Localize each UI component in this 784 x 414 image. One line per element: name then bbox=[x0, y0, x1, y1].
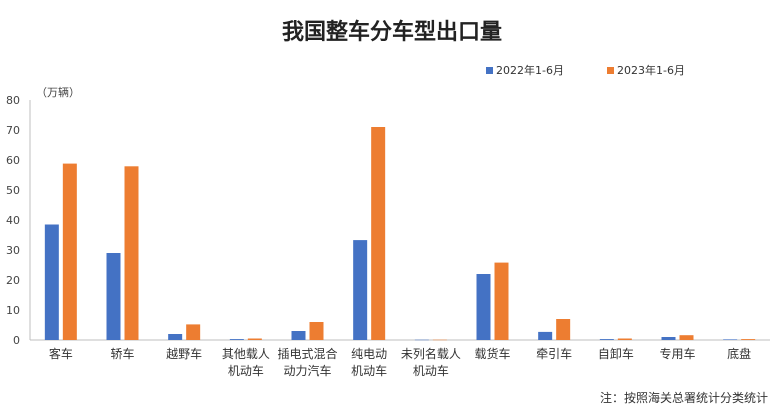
bar-2022-6 bbox=[414, 339, 429, 341]
y-tick-label: 40 bbox=[6, 214, 20, 227]
x-category-label: 自卸车 bbox=[598, 346, 634, 361]
y-tick-label: 30 bbox=[6, 244, 20, 257]
x-category-label: 机动车 bbox=[413, 363, 449, 378]
bar-2023-0 bbox=[62, 163, 77, 340]
chart-title: 我国整车分车型出口量 bbox=[281, 19, 502, 45]
legend-label-1: 2023年1-6月 bbox=[617, 63, 685, 77]
bar-2023-5 bbox=[371, 127, 386, 340]
y-axis-unit-label: （万辆） bbox=[36, 85, 80, 99]
y-tick-label: 60 bbox=[6, 154, 20, 167]
legend-swatch-1 bbox=[607, 67, 614, 74]
x-category-label: 轿车 bbox=[110, 346, 134, 361]
bar-2022-10 bbox=[661, 337, 676, 340]
y-tick-label: 0 bbox=[13, 334, 20, 347]
bar-2022-11 bbox=[723, 339, 738, 340]
y-tick-label: 20 bbox=[6, 274, 20, 287]
bar-2023-11 bbox=[741, 339, 756, 340]
bar-2022-1 bbox=[106, 253, 121, 340]
x-category-label: 载货车 bbox=[474, 346, 510, 361]
x-category-label: 未列名载人 bbox=[401, 346, 461, 361]
x-category-label: 底盘 bbox=[727, 346, 751, 361]
y-tick-label: 70 bbox=[6, 124, 20, 137]
bar-2023-2 bbox=[186, 324, 201, 340]
bar-2023-7 bbox=[494, 262, 509, 340]
y-tick-label: 50 bbox=[6, 184, 20, 197]
x-category-label: 牵引车 bbox=[536, 346, 572, 361]
x-category-label: 纯电动 bbox=[351, 347, 387, 361]
bar-2022-3 bbox=[229, 339, 244, 340]
y-tick-label: 80 bbox=[6, 94, 20, 107]
x-category-label: 客车 bbox=[49, 346, 73, 361]
x-category-label: 插电式混合 bbox=[277, 346, 337, 361]
bar-2023-3 bbox=[247, 338, 262, 340]
x-category-label: 机动车 bbox=[228, 363, 264, 378]
bar-2022-5 bbox=[353, 240, 368, 340]
bar-2022-9 bbox=[599, 339, 614, 340]
x-category-label: 机动车 bbox=[351, 363, 387, 378]
bar-2022-4 bbox=[291, 331, 306, 340]
bar-2023-10 bbox=[679, 335, 694, 340]
legend-swatch-0 bbox=[486, 67, 493, 74]
legend-label-0: 2022年1-6月 bbox=[496, 63, 564, 77]
bar-2022-8 bbox=[538, 331, 553, 340]
bar-2023-1 bbox=[124, 166, 139, 340]
bar-2022-2 bbox=[168, 334, 183, 340]
x-category-label: 动力汽车 bbox=[283, 363, 331, 378]
y-tick-label: 10 bbox=[6, 304, 20, 317]
bar-2022-0 bbox=[44, 224, 59, 340]
x-category-label: 专用车 bbox=[659, 346, 695, 361]
x-category-label: 其他载人 bbox=[222, 347, 270, 361]
bar-2023-8 bbox=[556, 319, 571, 340]
x-category-label: 越野车 bbox=[166, 346, 202, 361]
bar-2023-4 bbox=[309, 322, 324, 340]
bar-2023-6 bbox=[432, 339, 447, 341]
bar-2022-7 bbox=[476, 274, 491, 340]
bar-2023-9 bbox=[617, 338, 632, 340]
footnote: 注：按照海关总署统计分类统计 bbox=[599, 391, 768, 405]
